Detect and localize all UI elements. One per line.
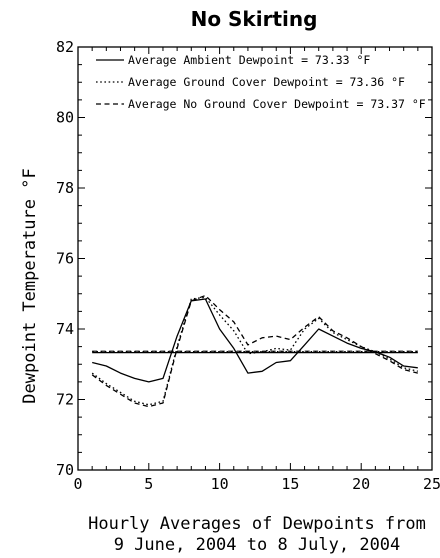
x-axis-label-line-1: Hourly Averages of Dewpoints from [88,514,426,534]
y-tick-label: 72 [56,391,74,409]
x-tick-label: 5 [144,475,153,493]
y-tick-label: 78 [56,179,74,197]
chart-title: No Skirting [191,7,318,31]
legend-label: Average No Ground Cover Dewpoint = 73.37… [128,97,426,111]
series-lines [91,294,418,408]
y-tick-label: 70 [56,461,74,479]
y-tick-label: 82 [56,38,74,56]
y-tick-label: 74 [56,320,74,338]
x-tick-label: 0 [73,475,82,493]
legend-label: Average Ground Cover Dewpoint = 73.36 °F [128,75,405,89]
y-tick-label: 80 [56,109,74,127]
axis-ticks: 0 5 10 15 20 25 70 72 74 76 78 80 82 [56,38,440,493]
x-tick-label: 25 [423,475,440,493]
series-line-solid [92,298,418,383]
series-line-dashed [91,294,418,408]
x-tick-label: 10 [211,475,229,493]
x-tick-label: 20 [352,475,370,493]
x-tick-label: 15 [281,475,299,493]
y-tick-label: 76 [56,250,74,268]
legend-label: Average Ambient Dewpoint = 73.33 °F [128,53,370,67]
y-axis-label: Dewpoint Temperature °F [20,168,40,403]
legend: Average Ambient Dewpoint = 73.33 °F Avera… [96,53,426,111]
x-axis-label-line-2: 9 June, 2004 to 8 July, 2004 [114,535,401,555]
